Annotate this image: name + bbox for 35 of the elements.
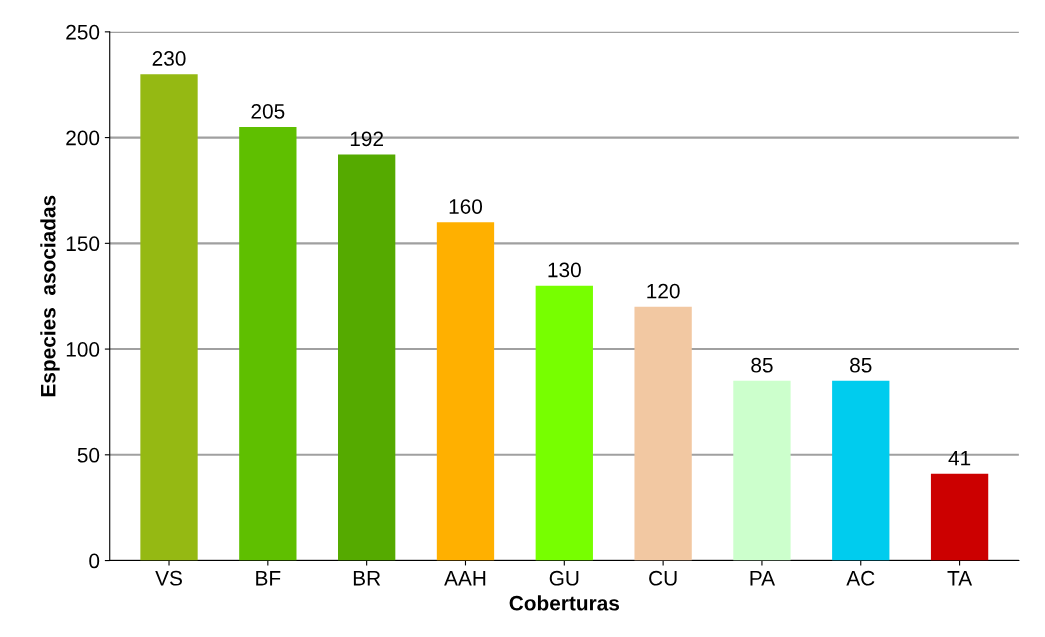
x-tick-label: BF: [256, 571, 281, 586]
data-label: 130: [548, 262, 581, 278]
data-label: 205: [251, 103, 285, 119]
y-tick-label: 250: [66, 24, 100, 40]
x-tick-label: TA: [947, 571, 973, 586]
data-label: 120: [647, 283, 680, 299]
y-tick-label: 50: [77, 447, 100, 463]
x-tick-label: BR: [353, 571, 381, 586]
data-label: 192: [350, 131, 383, 147]
y-tick-label: 200: [66, 130, 100, 146]
x-tick-label: CU: [649, 570, 677, 586]
x-tick-label: PA: [750, 571, 776, 586]
data-label: 230: [152, 51, 186, 66]
bar: [535, 285, 593, 561]
x-tick-label: VS: [155, 570, 182, 586]
bar: [930, 473, 989, 561]
data-label: 41: [948, 451, 971, 466]
x-axis-title: Coberturas: [509, 595, 620, 611]
bar: [634, 306, 692, 561]
y-tick-label: 0: [89, 553, 100, 569]
bar: [436, 222, 495, 561]
x-tick-label: AC: [846, 570, 875, 586]
bar: [338, 154, 396, 561]
y-tick-label: 100: [66, 342, 100, 357]
bar: [832, 380, 890, 561]
x-tick-label: GU: [549, 570, 579, 586]
y-axis-title: Especies asociadas: [40, 195, 60, 397]
bar: [733, 380, 791, 561]
bar: [140, 74, 198, 561]
data-label: 85: [850, 357, 872, 373]
data-label: 160: [449, 199, 483, 214]
bar: [239, 127, 297, 561]
x-tick-label: AAH: [444, 571, 486, 586]
data-label: 85: [751, 357, 773, 373]
y-tick-label: 150: [66, 236, 100, 252]
